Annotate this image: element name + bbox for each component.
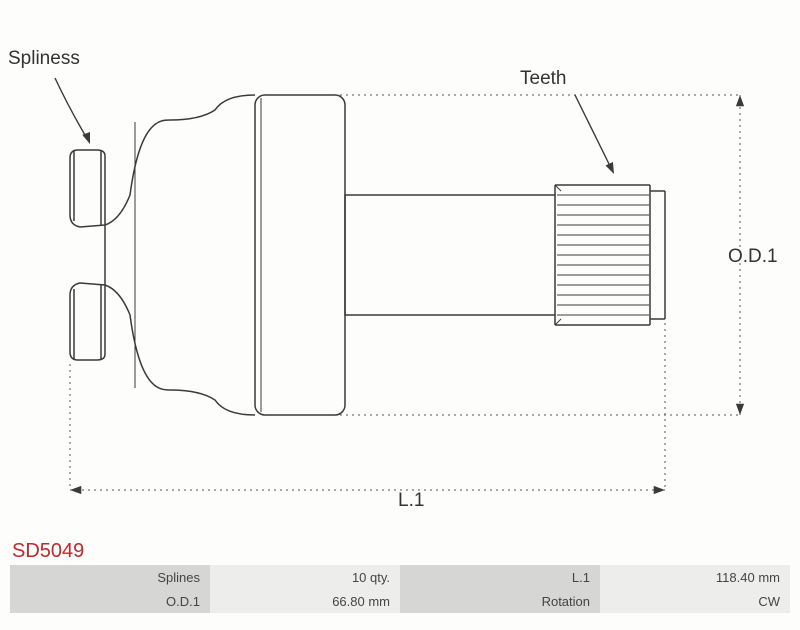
table-row: O.D.1 66.80 mm Rotation CW	[10, 589, 790, 613]
diagram-area: Spliness Teeth O.D.1 L.1	[0, 0, 800, 530]
teeth-label: Teeth	[520, 68, 566, 90]
spec-key: L.1	[400, 565, 600, 589]
part-code: SD5049	[12, 540, 84, 563]
spec-key: Rotation	[400, 589, 600, 613]
spec-val: 10 qty.	[210, 565, 400, 589]
spec-key: Splines	[10, 565, 210, 589]
table-row: Splines 10 qty. L.1 118.40 mm	[10, 565, 790, 589]
spec-key: O.D.1	[10, 589, 210, 613]
spec-val: 66.80 mm	[210, 589, 400, 613]
spec-val: CW	[600, 589, 790, 613]
od1-label: O.D.1	[728, 246, 778, 268]
technical-drawing	[0, 0, 800, 530]
spec-val: 118.40 mm	[600, 565, 790, 589]
l1-label: L.1	[398, 490, 424, 512]
spec-table: Splines 10 qty. L.1 118.40 mm O.D.1 66.8…	[10, 565, 790, 613]
spliness-label: Spliness	[8, 48, 80, 70]
